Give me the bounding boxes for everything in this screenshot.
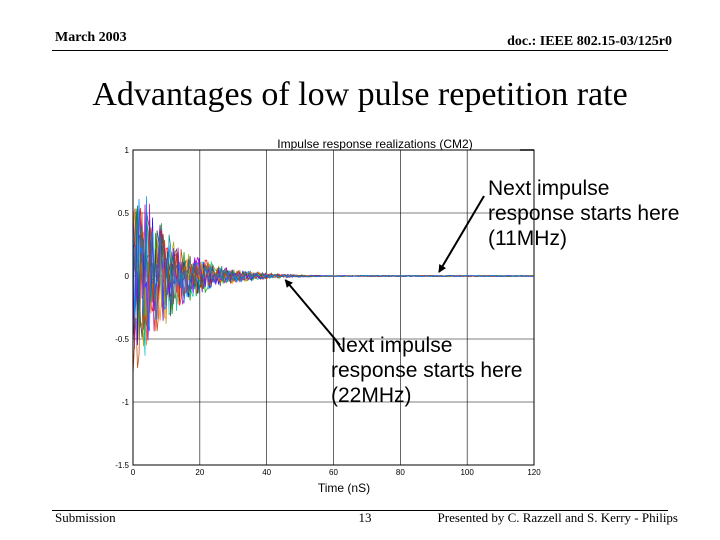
annotation-22mhz: Next impulse response starts here (22MHz… xyxy=(331,334,523,407)
tick-labels: 0 20 40 60 80 100 120 1 0.5 0 -0.5 -1 -1.5 xyxy=(115,146,541,477)
y-tick-label: 0 xyxy=(125,272,130,281)
footer-rule xyxy=(52,510,668,511)
header-date: March 2003 xyxy=(55,30,127,45)
series-group xyxy=(132,196,534,375)
header-doc-id: doc.: IEEE 802.15-03/125r0 xyxy=(507,34,672,49)
chart-title: Impulse response realizations (CM2) xyxy=(277,137,472,151)
footer-presenter: Presented by C. Razzell and S. Kerry - P… xyxy=(437,510,678,525)
arrow-11mhz xyxy=(438,195,485,273)
x-tick-label: 0 xyxy=(131,468,136,477)
arrow-22mhz xyxy=(284,279,341,346)
slide-title: Advantages of low pulse repetition rate xyxy=(92,76,628,113)
header-rule xyxy=(52,50,668,51)
annotation-11mhz: Next impulse response starts here (11MHz… xyxy=(488,177,680,250)
y-tick-label: -0.5 xyxy=(115,335,129,344)
annotation-arrows xyxy=(284,195,485,346)
x-tick-label: 40 xyxy=(262,468,271,477)
x-tick-label: 60 xyxy=(329,468,338,477)
x-axis-label: Time (nS) xyxy=(318,481,370,495)
plot-frame xyxy=(132,149,535,466)
y-tick-label: -1 xyxy=(122,398,130,407)
footer-submission: Submission xyxy=(55,510,116,525)
y-tick-label: -1.5 xyxy=(115,461,129,470)
y-tick-label: 1 xyxy=(125,146,130,155)
page-number: 13 xyxy=(358,510,372,525)
y-tick-label: 0.5 xyxy=(118,209,130,218)
x-tick-label: 80 xyxy=(396,468,405,477)
x-tick-label: 120 xyxy=(527,468,541,477)
x-tick-label: 100 xyxy=(460,468,474,477)
x-tick-label: 20 xyxy=(195,468,204,477)
series-line-12 xyxy=(132,196,534,332)
axes xyxy=(132,149,535,466)
